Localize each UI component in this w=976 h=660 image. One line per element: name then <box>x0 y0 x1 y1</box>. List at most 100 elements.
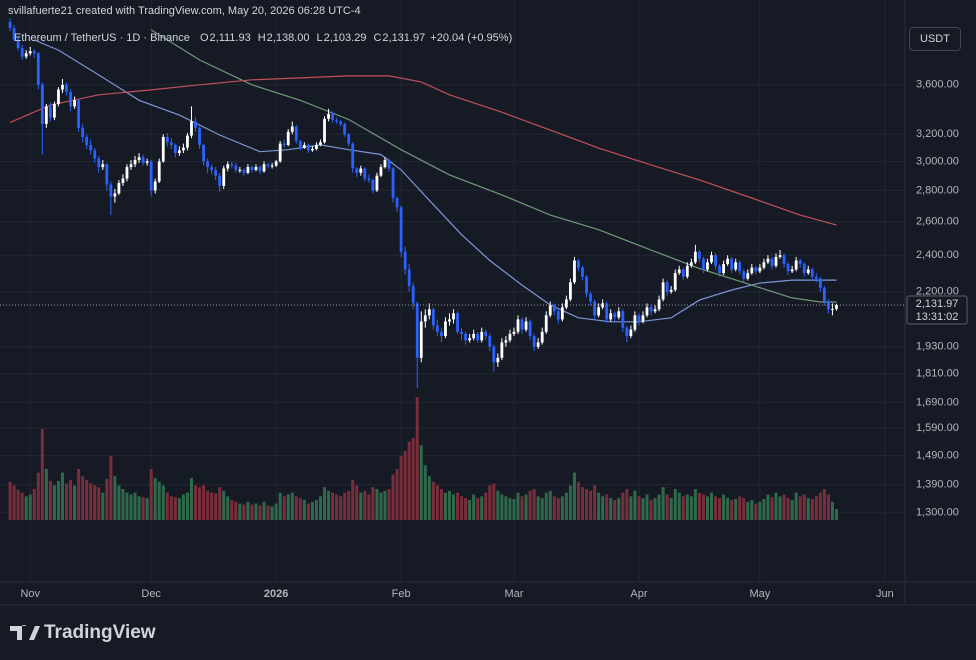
candle-body <box>286 131 290 145</box>
volume-bar <box>202 485 206 520</box>
volume-bar <box>443 492 447 520</box>
volume-bar <box>613 499 617 520</box>
candle-body <box>794 260 798 270</box>
candle-body <box>371 180 375 191</box>
candle-body <box>250 167 254 170</box>
candle-body <box>770 258 774 266</box>
volume-bar <box>798 496 802 520</box>
candle-body <box>36 53 40 85</box>
volume-bar <box>540 498 544 520</box>
candle-body <box>77 100 81 128</box>
volume-bar <box>81 476 85 520</box>
volume-bar <box>153 478 157 520</box>
x-tick-label: Dec <box>141 588 161 600</box>
volume-bar <box>113 476 117 520</box>
candle-body <box>633 315 637 330</box>
candle-body <box>266 164 270 166</box>
volume-bar <box>306 503 310 520</box>
candle-body <box>431 309 435 326</box>
candle-body <box>693 251 697 263</box>
volume-bar <box>705 496 709 520</box>
legend-value: 2,131.97 <box>382 32 426 44</box>
volume-bar <box>496 490 500 520</box>
last-price-label: 2,131.97 <box>916 298 959 310</box>
volume-bar <box>65 483 69 520</box>
brand: TradingView <box>10 622 156 644</box>
volume-bar <box>645 494 649 520</box>
volume-bar <box>137 496 141 520</box>
volume-bar <box>472 494 476 520</box>
volume-bar <box>262 501 266 520</box>
candle-body <box>802 264 806 274</box>
volume-bar <box>246 501 250 520</box>
volume-bar <box>500 494 504 520</box>
candle-body <box>560 307 564 320</box>
y-tick-label: 1,590.00 <box>916 422 959 434</box>
volume-bar <box>693 489 697 520</box>
countdown: 13:31:02 <box>916 311 959 323</box>
volume-bar <box>722 494 726 520</box>
volume-bar <box>177 498 181 520</box>
volume-bar <box>73 485 77 520</box>
volume-bar <box>411 438 415 520</box>
volume-bar <box>407 441 411 520</box>
volume-bar <box>230 499 234 520</box>
volume-bar <box>222 490 226 520</box>
candle-body <box>238 169 242 171</box>
volume-bar <box>621 492 625 520</box>
volume-bar <box>129 494 133 520</box>
volume-bar <box>758 501 762 520</box>
candle-body <box>173 144 177 154</box>
volume-bar <box>617 498 621 520</box>
candle-body <box>597 307 601 316</box>
volume-bar <box>814 496 818 520</box>
candle-body <box>274 161 278 166</box>
candle-body <box>665 282 669 292</box>
candle-body <box>258 167 262 172</box>
volume-bar <box>649 499 653 520</box>
candle-body <box>335 120 339 122</box>
candle-body <box>407 269 411 287</box>
candle-body <box>435 325 439 332</box>
y-tick-label: 1,490.00 <box>916 449 959 461</box>
candle-body <box>387 160 391 169</box>
candle-body <box>415 303 419 358</box>
candle-body <box>157 161 161 182</box>
candle-body <box>69 91 72 107</box>
candle-body <box>617 311 621 318</box>
volume-bar <box>145 498 149 520</box>
volume-bar <box>52 485 56 520</box>
candle-body <box>589 293 592 302</box>
candle-body <box>347 134 351 144</box>
candle-body <box>423 315 427 322</box>
volume-bar <box>310 501 314 520</box>
volume-bar <box>560 496 564 520</box>
candle-body <box>194 121 197 128</box>
candle-body <box>270 165 274 167</box>
candle-body <box>677 269 681 274</box>
candle-body <box>782 255 786 265</box>
candle-body <box>718 265 721 274</box>
candle-body <box>226 164 230 169</box>
candle-body <box>593 301 596 316</box>
volume-bar <box>8 481 12 520</box>
volume-bar <box>528 490 532 520</box>
volume-bar <box>685 494 689 520</box>
candle-body <box>294 126 298 141</box>
ohlc-legend: O2,111.93 H2,138.00 L2,103.29 C2,131.97 <box>194 32 426 44</box>
candle-body <box>835 304 838 309</box>
candle-body <box>298 140 302 148</box>
candle-body <box>641 315 645 322</box>
currency-button[interactable]: USDT <box>909 27 961 51</box>
volume-bar <box>419 445 423 520</box>
candle-body <box>702 258 705 270</box>
candle-body <box>520 319 524 330</box>
volume-bar <box>323 487 327 520</box>
candle-body <box>581 267 584 277</box>
legend-key: C <box>373 32 382 44</box>
candle-body <box>367 178 371 181</box>
attribution: svillafuerte21 created with TradingView.… <box>8 5 361 17</box>
candle-body <box>242 169 246 173</box>
